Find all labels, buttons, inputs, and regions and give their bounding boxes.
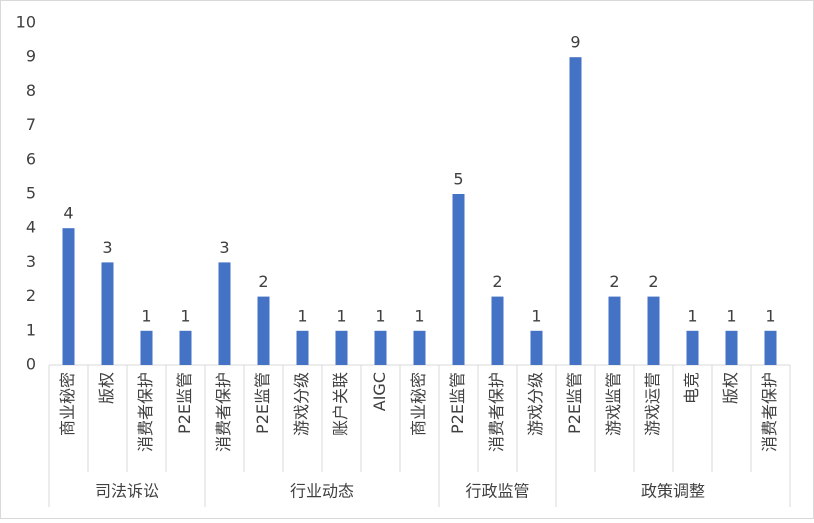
- x-tick-label: 消费者保护: [214, 372, 233, 452]
- x-tick-label: 商业秘密: [58, 372, 77, 436]
- y-tick-label: 7: [26, 115, 36, 134]
- bar: [179, 330, 192, 365]
- x-tick-label: P2E监管: [253, 372, 272, 434]
- y-tick-label: 9: [26, 47, 36, 66]
- data-label: 1: [141, 306, 151, 325]
- bar: [218, 262, 231, 365]
- data-label: 3: [102, 238, 112, 257]
- bar: [725, 330, 738, 365]
- data-label: 2: [258, 272, 268, 291]
- x-tick-label: 电竞: [682, 372, 701, 404]
- data-label: 4: [63, 204, 73, 223]
- x-tick-label: 消费者保护: [760, 372, 779, 452]
- bar: [101, 262, 114, 365]
- x-tick-label: 账户关联: [331, 372, 350, 436]
- y-tick-label: 1: [26, 320, 36, 339]
- bar: [296, 330, 309, 365]
- data-label: 1: [414, 306, 424, 325]
- data-label: 1: [375, 306, 385, 325]
- x-tick-label: 版权: [721, 372, 740, 404]
- x-tick-label: 游戏运营: [643, 372, 662, 436]
- x-tick-label: P2E监管: [175, 372, 194, 434]
- x-tick-label: 消费者保护: [136, 372, 155, 452]
- x-tick-label: 游戏分级: [292, 372, 311, 436]
- bar: [335, 330, 348, 365]
- data-label: 3: [219, 238, 229, 257]
- bar: [62, 228, 75, 365]
- y-tick-label: 3: [26, 252, 36, 271]
- data-label: 1: [687, 306, 697, 325]
- data-label: 9: [570, 33, 580, 52]
- data-label: 2: [609, 272, 619, 291]
- data-label: 1: [336, 306, 346, 325]
- x-tick-label: 商业秘密: [409, 372, 428, 436]
- bar: [530, 330, 543, 365]
- bar: [686, 330, 699, 365]
- data-label: 1: [765, 306, 775, 325]
- bar: [647, 296, 660, 365]
- data-label: 5: [453, 170, 463, 189]
- bar: [452, 194, 465, 365]
- y-tick-label: 2: [26, 286, 36, 305]
- y-tick-label: 4: [26, 218, 36, 237]
- data-label: 1: [726, 306, 736, 325]
- y-tick-label: 0: [26, 355, 36, 374]
- group-label: 司法诉讼: [95, 482, 159, 501]
- x-tick-label: P2E监管: [565, 372, 584, 434]
- group-label: 政策调整: [641, 482, 705, 501]
- data-label: 2: [492, 272, 502, 291]
- bar: [140, 330, 153, 365]
- group-label: 行业动态: [290, 482, 354, 501]
- x-tick-label: 游戏分级: [526, 372, 545, 436]
- data-label: 2: [648, 272, 658, 291]
- data-label: 1: [180, 306, 190, 325]
- x-tick-label: 消费者保护: [487, 372, 506, 452]
- bar: [374, 330, 387, 365]
- x-tick-label: AIGC: [370, 372, 389, 411]
- bar: [413, 330, 426, 365]
- data-label: 1: [531, 306, 541, 325]
- x-tick-label: P2E监管: [448, 372, 467, 434]
- data-label: 1: [297, 306, 307, 325]
- bar: [491, 296, 504, 365]
- y-tick-label: 10: [16, 13, 36, 32]
- group-label: 行政监管: [465, 482, 529, 501]
- bar: [257, 296, 270, 365]
- y-tick-label: 6: [26, 149, 36, 168]
- bar: [608, 296, 621, 365]
- y-tick-label: 5: [26, 184, 36, 203]
- y-tick-label: 8: [26, 81, 36, 100]
- bar: [764, 330, 777, 365]
- x-tick-label: 游戏监管: [604, 372, 623, 436]
- bar: [569, 57, 582, 365]
- x-tick-label: 版权: [97, 372, 116, 404]
